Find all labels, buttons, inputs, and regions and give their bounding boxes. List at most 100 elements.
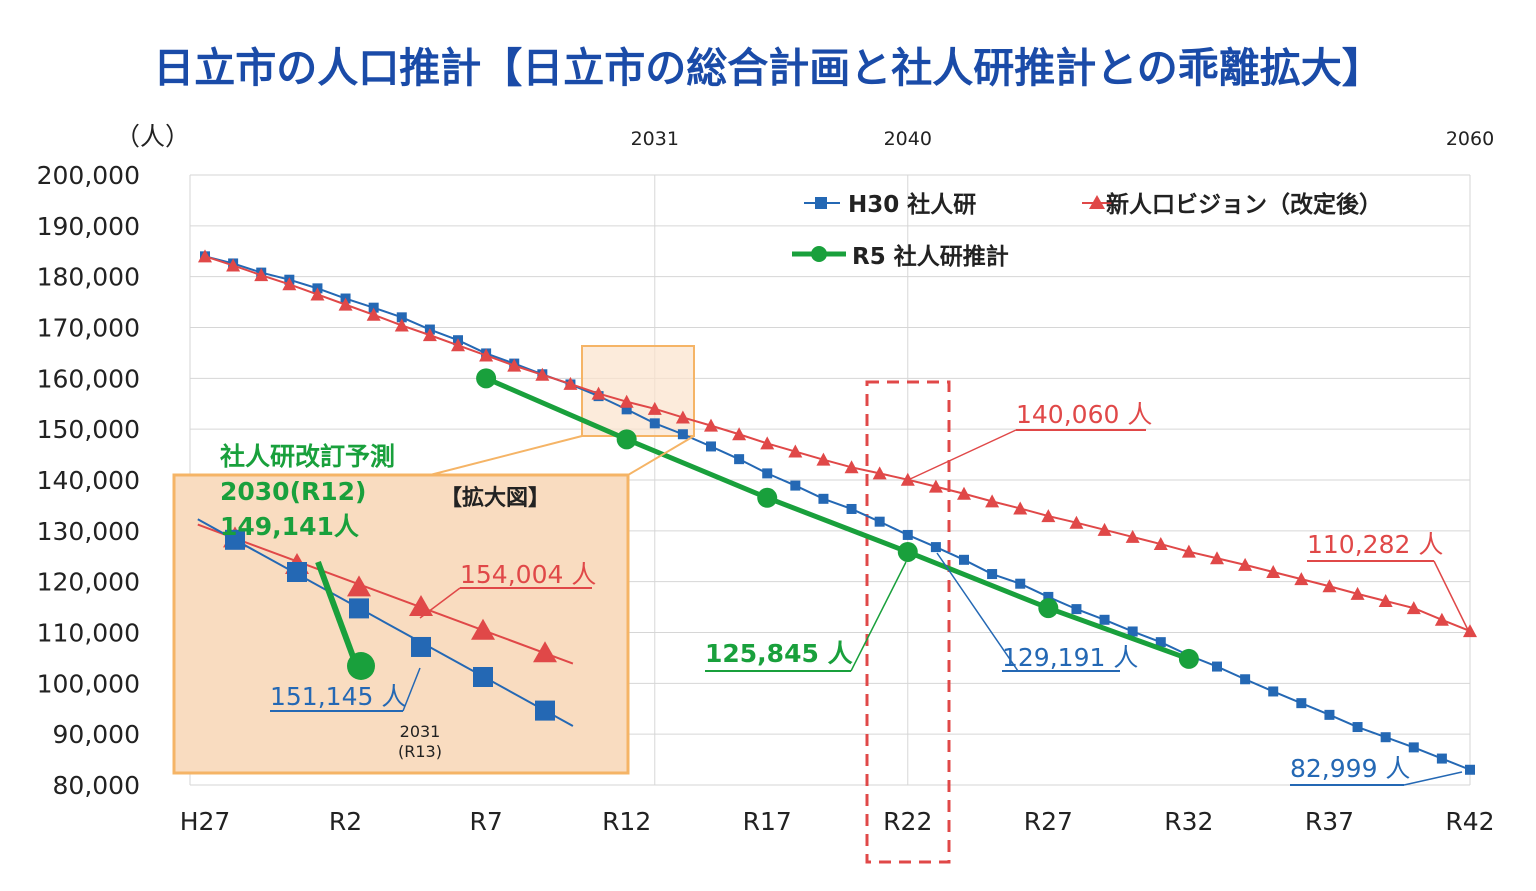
point-vision (282, 277, 297, 291)
point-h30 (677, 429, 688, 440)
point-vision (872, 466, 887, 480)
inset-label-vision: 154,004 人 (460, 560, 596, 589)
point-vision (1181, 544, 1196, 558)
x-tick-label: H27 (180, 807, 231, 836)
inset-label-h30: 151,145 人 (270, 682, 406, 711)
legend-marker-r5 (811, 246, 827, 262)
zoom-source-box (581, 345, 695, 437)
point-h30 (1465, 764, 1475, 775)
inset-line (197, 518, 574, 727)
point-h30 (959, 554, 969, 565)
inset-point-h30 (287, 562, 307, 582)
top-year-label: 2031 (631, 128, 679, 150)
y-tick-label: 130,000 (37, 517, 140, 546)
point-vision (1153, 537, 1168, 551)
point-h30 (846, 503, 857, 514)
x-tick-label: R22 (883, 807, 932, 836)
point-vision (254, 268, 269, 282)
series-line-vision (204, 255, 1471, 632)
inset-point-vision (471, 618, 495, 640)
point-vision (704, 418, 718, 432)
point-vision (816, 452, 831, 466)
x-tick-label: R27 (1024, 807, 1073, 836)
point-r5 (757, 487, 778, 508)
point-h30 (621, 404, 632, 415)
point-vision (957, 486, 971, 500)
point-h30 (1127, 626, 1138, 637)
legend-marker-vision (1089, 195, 1105, 209)
top-year-label: 2040 (884, 128, 932, 150)
point-vision (479, 348, 494, 362)
point-h30 (368, 302, 379, 313)
inset-point-vision (347, 575, 371, 597)
inset-point-vision (533, 641, 557, 663)
point-vision (928, 479, 943, 493)
inset-point-h30 (535, 700, 555, 721)
x-tick-label: R42 (1445, 807, 1494, 836)
y-tick-label: 110,000 (37, 619, 140, 648)
label-h30-2040: 129,191 人 (1002, 643, 1138, 672)
x-tick-label: R37 (1305, 807, 1354, 836)
point-r5 (1038, 598, 1059, 619)
y-tick-label: 100,000 (37, 669, 140, 698)
y-axis-ticks: 200,000 190,000 180,000 170,000 160,000 150,0… (37, 161, 140, 800)
point-h30 (1352, 722, 1363, 733)
point-vision (1434, 612, 1449, 626)
point-vision (338, 297, 353, 311)
point-vision (1463, 624, 1477, 638)
point-vision (985, 494, 1000, 508)
point-vision (451, 338, 465, 352)
point-vision (647, 401, 662, 415)
point-vision (1041, 509, 1056, 523)
point-vision (366, 307, 381, 321)
point-vision (675, 410, 690, 424)
point-vision (1378, 593, 1393, 607)
inset-year-r: (R13) (398, 742, 442, 761)
point-h30 (1436, 753, 1447, 764)
inset-point-h30 (473, 667, 493, 687)
y-tick-label: 180,000 (37, 263, 140, 292)
point-vision (591, 386, 606, 400)
point-vision (1238, 557, 1253, 571)
y-tick-label: 190,000 (37, 212, 140, 241)
x-tick-label: R2 (329, 807, 362, 836)
label-vision-2040: 140,060 人 (1016, 400, 1152, 429)
note-line-1: 社人研改訂予測 (220, 442, 395, 471)
inset-point-h30 (411, 636, 431, 657)
point-h30 (1380, 732, 1391, 743)
point-vision (1266, 565, 1281, 579)
y-tick-label: 160,000 (37, 364, 140, 393)
point-vision (310, 287, 325, 301)
inset-panel (172, 473, 630, 775)
point-h30 (1324, 709, 1335, 720)
y-tick-label: 200,000 (37, 161, 140, 190)
inset-zoom: 【拡大図】 154,004 人 151,145 人 2031 (R13) (172, 435, 695, 775)
point-r5 (476, 368, 497, 389)
inset-point-h30 (349, 598, 369, 619)
point-vision (1322, 579, 1337, 593)
point-h30 (1296, 698, 1307, 709)
x-axis-ticks: H27 R2 R7 R12 R17 R22 R27 R32 R37 R42 (180, 807, 1495, 836)
annotations: 140,060 人 110,282 人 129,191 人 82,999 人 1… (705, 400, 1469, 786)
point-vision (535, 367, 550, 381)
point-vision (732, 427, 747, 441)
point-h30 (1268, 686, 1279, 697)
legend-marker-h30 (815, 197, 827, 209)
point-vision (198, 249, 212, 263)
point-h30 (1212, 661, 1222, 672)
point-vision (760, 436, 775, 450)
point-vision (394, 318, 409, 332)
point-h30 (930, 542, 941, 553)
legend-h30: H30 社人研 (848, 191, 976, 218)
point-h30 (902, 529, 913, 540)
point-r5 (1178, 648, 1199, 669)
chart-title: 日立市の人口推計【日立市の総合計画と社人研推計との乖離拡大】 (153, 44, 1383, 92)
point-h30 (706, 441, 716, 452)
inset-series (197, 518, 574, 727)
x-tick-label: R12 (602, 807, 651, 836)
note-pointer (315, 560, 358, 664)
y-tick-label: 150,000 (37, 415, 140, 444)
point-h30 (1071, 604, 1082, 615)
point-h30 (1015, 578, 1026, 589)
